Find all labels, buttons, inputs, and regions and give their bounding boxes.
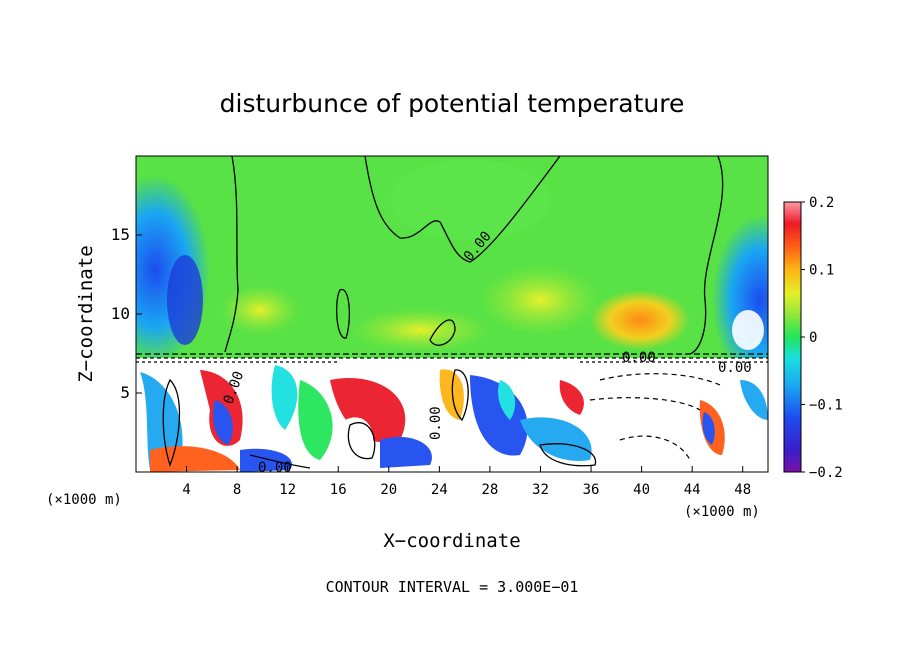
x-tick-label: 40 <box>633 482 650 498</box>
x-units-left: (×1000 m) <box>46 492 122 508</box>
x-tick-label: 32 <box>532 482 549 498</box>
colorbar-tick-label: 0 <box>809 330 817 346</box>
x-tick-label: 8 <box>233 482 241 498</box>
x-axis: 4 8 12 16 20 24 28 32 36 40 44 48 <box>182 466 751 498</box>
chart-title: disturbunce of potential temperature <box>220 89 685 118</box>
x-tick-label: 4 <box>182 482 190 498</box>
colorbar-tick-label: 0.2 <box>809 195 834 211</box>
y-axis-label: Z−coordinate <box>75 245 97 382</box>
x-tick-label: 16 <box>330 482 347 498</box>
x-tick-label: 24 <box>431 482 448 498</box>
contour-label: 0.00 <box>258 460 292 476</box>
colorbar-tick-label: −0.1 <box>809 398 843 414</box>
colorbar-tick-label: −0.2 <box>809 465 843 481</box>
x-tick-label: 44 <box>684 482 701 498</box>
y-tick-label: 10 <box>111 304 130 323</box>
contour-interval-note: CONTOUR INTERVAL = 3.000E−01 <box>326 578 579 596</box>
y-tick-label: 15 <box>111 225 130 244</box>
x-tick-label: 12 <box>279 482 296 498</box>
contour-label: 0.00 <box>718 360 752 376</box>
colorbar <box>783 201 802 473</box>
y-axis: 5 10 15 <box>111 225 142 402</box>
x-tick-label: 48 <box>734 482 751 498</box>
x-units-right: (×1000 m) <box>684 504 760 520</box>
x-tick-label: 28 <box>481 482 498 498</box>
x-tick-label: 36 <box>583 482 600 498</box>
x-tick-label: 20 <box>380 482 397 498</box>
y-tick-label: 5 <box>120 383 130 402</box>
colorbar-tick-label: 0.1 <box>809 263 834 279</box>
contour-label: 0.00 <box>428 406 444 440</box>
heatmap-field <box>136 156 768 472</box>
colorbar-ticks: 0.2 0.1 0 −0.1 −0.2 <box>801 195 843 481</box>
contour-label: 0.00 <box>622 350 656 366</box>
x-axis-label: X−coordinate <box>383 530 520 552</box>
